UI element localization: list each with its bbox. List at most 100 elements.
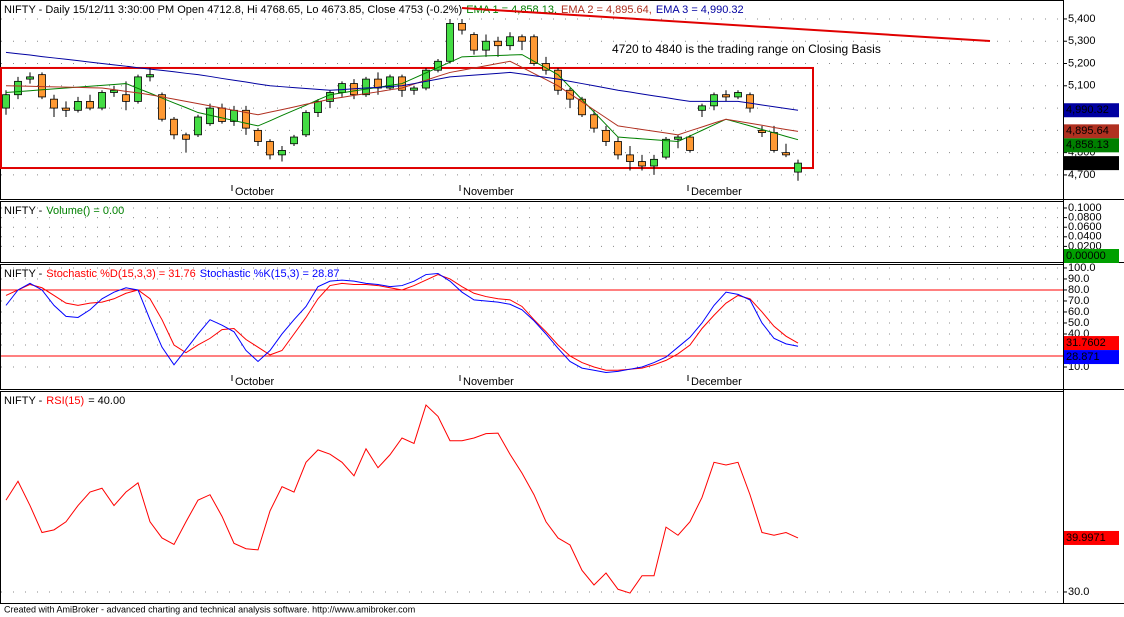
last-value-label: 39.9971: [1066, 532, 1106, 544]
candle-body: [242, 109, 250, 129]
candle-body: [518, 36, 526, 42]
pane-title: NIFTY -: [4, 395, 43, 407]
last-value-label: 31.7602: [1066, 337, 1106, 349]
legend-entry: Stochastic %K(15,3) = 28.87: [200, 268, 340, 280]
candle-body: [758, 129, 766, 133]
x-tick-label: October: [235, 376, 274, 388]
y-tick-label: 5,400: [1068, 13, 1096, 25]
legend-entry: Stochastic %D(15,3,3) = 31.76: [46, 268, 196, 280]
candle-body: [470, 34, 478, 51]
candle-body: [86, 100, 94, 109]
candle-body: [542, 63, 550, 71]
legend-entry: EMA 2 = 4,895.64,: [561, 4, 652, 16]
y-tick-label: 0.1000: [1068, 202, 1102, 214]
candle-body: [590, 114, 598, 129]
x-tick-label: November: [463, 186, 514, 198]
y-tick-label: 80.0: [1068, 284, 1089, 296]
candle-body: [482, 40, 490, 51]
candle-body: [374, 78, 382, 89]
last-value-label: 28.871: [1066, 351, 1100, 363]
candle-body: [362, 78, 370, 96]
pane-header: NIFTY - RSI(15) = 40.00: [4, 395, 125, 407]
candle-body: [782, 152, 790, 156]
candle-body: [134, 76, 142, 102]
candle-body: [626, 154, 634, 162]
candle-body: [662, 138, 670, 158]
last-value-box: [1064, 336, 1119, 351]
y-tick-label: 70.0: [1068, 295, 1089, 307]
legend-entry: Volume() = 0.00: [46, 205, 124, 217]
pane-title: NIFTY -: [4, 268, 43, 280]
last-value-label: 0.00000: [1066, 250, 1106, 262]
candle-body: [386, 76, 394, 89]
candle-body: [770, 132, 778, 151]
candle-body: [266, 141, 274, 156]
pane-title: NIFTY - Daily 15/12/11 3:30:00 PM Open 4…: [4, 4, 462, 16]
range-box: [0, 66, 814, 170]
last-value-box: [1064, 530, 1119, 545]
candle-body: [650, 158, 658, 167]
y-tick-label: 30.0: [1068, 586, 1089, 598]
candle-body: [494, 40, 502, 47]
candle-body: [14, 80, 22, 96]
candle-body: [446, 22, 454, 62]
y-tick-label: 0.0600: [1068, 221, 1102, 233]
candle-body: [62, 107, 70, 111]
candle-body: [338, 83, 346, 93]
y-tick-label: 50.0: [1068, 317, 1089, 329]
last-value-label: 4,895.64: [1066, 125, 1109, 137]
annotation: 4720 to 4840 is the trading range on Clo…: [612, 42, 881, 56]
y-tick-label: 0.0400: [1068, 231, 1102, 243]
y-tick-label: 4,700: [1068, 169, 1096, 181]
indicator-line: [5, 54, 799, 143]
footer: Created with AmiBroker - advanced charti…: [4, 604, 415, 614]
legend-entry: EMA 3 = 4,990.32: [656, 4, 744, 16]
candle-body: [506, 36, 514, 47]
candle-body: [614, 141, 622, 156]
candle-body: [710, 94, 718, 107]
last-value-box: [1064, 350, 1119, 365]
candle-body: [314, 100, 322, 113]
candle-body: [38, 74, 46, 98]
candle-body: [566, 89, 574, 100]
y-tick-label: 5,100: [1068, 80, 1096, 92]
y-tick-label: 60.0: [1068, 306, 1089, 318]
pane-header: NIFTY - Volume() = 0.00: [4, 205, 124, 217]
last-value-label: 4,990.32: [1066, 104, 1109, 116]
candle-body: [182, 134, 190, 140]
candle-body: [722, 94, 730, 98]
pane-title: NIFTY -: [4, 205, 43, 217]
x-tick-label: December: [691, 186, 742, 198]
candle-body: [458, 22, 466, 31]
last-value-box: [1064, 124, 1119, 139]
candle-body: [74, 100, 82, 111]
indicator-line: [5, 404, 799, 594]
candle-body: [2, 94, 10, 109]
last-value-box: [1064, 249, 1119, 264]
candle-body: [158, 94, 166, 120]
candle-body: [50, 98, 58, 109]
candle-body: [122, 94, 130, 102]
indicator-line: [5, 272, 799, 373]
last-value-box: [1064, 103, 1119, 118]
candle-body: [674, 136, 682, 140]
pane-subtitle: = 40.00: [88, 395, 125, 407]
candle-body: [110, 89, 118, 93]
candle-body: [410, 87, 418, 91]
candle-body: [170, 118, 178, 136]
candle-body: [638, 161, 646, 167]
legend-entry: RSI(15): [46, 395, 84, 407]
trendline: [461, 7, 991, 43]
pane-header: NIFTY - Daily 15/12/11 3:30:00 PM Open 4…: [4, 4, 744, 16]
candle-body: [698, 105, 706, 111]
candle-body: [530, 36, 538, 64]
y-tick-label: 5,200: [1068, 57, 1096, 69]
y-tick-label: 100.0: [1068, 262, 1096, 274]
y-tick-label: 5,300: [1068, 35, 1096, 47]
candle-body: [254, 129, 262, 142]
candle-body: [302, 112, 310, 136]
y-tick-label: 0.0800: [1068, 212, 1102, 224]
candle-body: [734, 92, 742, 98]
last-value-label: 4,753: [1066, 157, 1094, 169]
